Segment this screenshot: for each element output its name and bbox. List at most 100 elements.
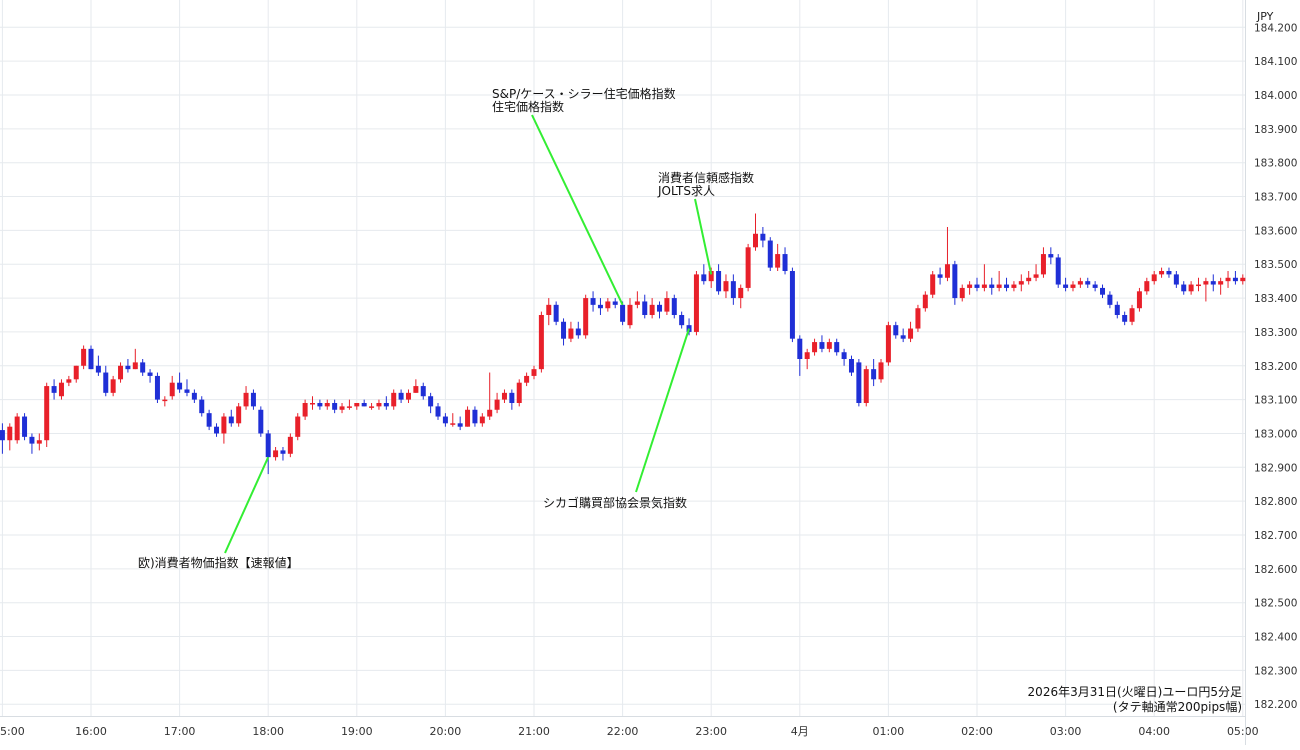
candle: [36, 433, 42, 451]
candle: [0, 423, 5, 454]
candle-body: [73, 365, 79, 380]
candle-body: [1004, 284, 1010, 288]
candle-body: [369, 406, 375, 408]
candle: [125, 359, 131, 373]
chart-caption: 2026年3月31日(火曜日)ユーロ円5分足 (タテ軸通常200pips幅): [1028, 685, 1242, 715]
candle-body: [1107, 294, 1113, 305]
x-tick-label: 22:00: [607, 725, 639, 738]
y-tick-label: 182.300: [1254, 665, 1297, 677]
candle-body: [900, 335, 906, 339]
candle-body: [642, 301, 648, 315]
currency-label: JPY: [1257, 10, 1274, 23]
candle: [996, 271, 1002, 292]
candle-body: [915, 308, 921, 329]
candle: [472, 406, 478, 427]
y-tick-label: 183.700: [1254, 192, 1297, 204]
candle-body: [634, 301, 640, 305]
candle: [383, 396, 389, 410]
candle: [1144, 277, 1150, 295]
x-tick-label: 23:00: [695, 725, 727, 738]
candle: [1218, 277, 1224, 295]
candle: [428, 392, 434, 414]
candle-body: [834, 342, 840, 353]
candle-body: [118, 365, 124, 380]
candle: [236, 403, 242, 427]
candle: [88, 345, 94, 370]
candle: [967, 281, 973, 295]
candle-body: [812, 342, 818, 353]
annotation-label: S&P/ケース・シラー住宅価格指数: [492, 86, 676, 101]
candle: [7, 423, 13, 451]
candle: [361, 399, 367, 407]
candle-body: [184, 389, 190, 393]
candle-body: [1188, 284, 1194, 292]
candle: [457, 416, 463, 431]
candle: [221, 413, 227, 444]
candle: [14, 413, 20, 444]
candle-body: [361, 403, 367, 407]
candle-body: [435, 406, 441, 417]
candle-body: [280, 450, 286, 454]
y-tick-label: 183.400: [1254, 293, 1297, 305]
candle-body: [944, 264, 950, 278]
candle-body: [782, 254, 788, 271]
candle: [287, 433, 293, 458]
y-tick-label: 183.200: [1254, 361, 1297, 373]
candle: [58, 379, 64, 400]
candle: [760, 227, 766, 248]
candle-body: [701, 274, 707, 282]
candle: [317, 399, 323, 410]
candle-body: [848, 359, 854, 373]
candle: [332, 399, 338, 414]
candle-body: [583, 298, 589, 336]
candle: [989, 277, 995, 295]
candle-body: [206, 413, 212, 427]
candle-body: [871, 369, 877, 380]
candle: [819, 335, 825, 353]
candle: [1225, 271, 1231, 288]
annotation-line: [635, 328, 691, 493]
y-tick-label: 182.200: [1254, 699, 1297, 711]
candle-body: [730, 281, 736, 299]
candle-body: [317, 403, 323, 407]
candle-body: [989, 284, 995, 288]
candle: [753, 213, 758, 251]
candle: [1033, 264, 1039, 282]
candle-body: [487, 409, 493, 417]
candle-body: [760, 233, 766, 241]
candle-body: [494, 399, 500, 410]
candle: [531, 365, 537, 380]
candle-body: [22, 416, 28, 437]
candle: [1122, 311, 1128, 326]
candle: [465, 406, 471, 427]
candle: [177, 372, 183, 393]
candle-body: [302, 403, 308, 417]
chart-title: 2026年3月31日(火曜日)ユーロ円5分足: [1027, 685, 1242, 699]
candle: [265, 430, 271, 475]
candle: [1055, 254, 1061, 288]
candle: [1203, 277, 1209, 302]
candle: [1181, 281, 1187, 295]
candle: [51, 379, 57, 400]
y-tick-label: 183.800: [1254, 158, 1297, 170]
candle-body: [214, 426, 220, 434]
x-tick-label: 4月: [791, 725, 809, 738]
x-tick-label: 17:00: [164, 725, 196, 738]
candle: [605, 298, 611, 312]
candle-body: [162, 399, 168, 402]
candle-body: [930, 274, 936, 295]
y-tick-label: 182.800: [1254, 496, 1297, 508]
chart-subtitle: (タテ軸通常200pips幅): [1112, 700, 1242, 714]
candle-body: [1181, 284, 1187, 292]
candle-body: [405, 392, 411, 400]
candle: [693, 271, 699, 336]
candle: [908, 321, 914, 343]
candle-body: [671, 298, 677, 315]
candle: [568, 321, 574, 343]
candle: [516, 379, 522, 407]
candle: [716, 264, 722, 295]
y-tick-label: 183.900: [1254, 124, 1297, 136]
candle: [450, 413, 456, 427]
candle-body: [1159, 271, 1165, 275]
